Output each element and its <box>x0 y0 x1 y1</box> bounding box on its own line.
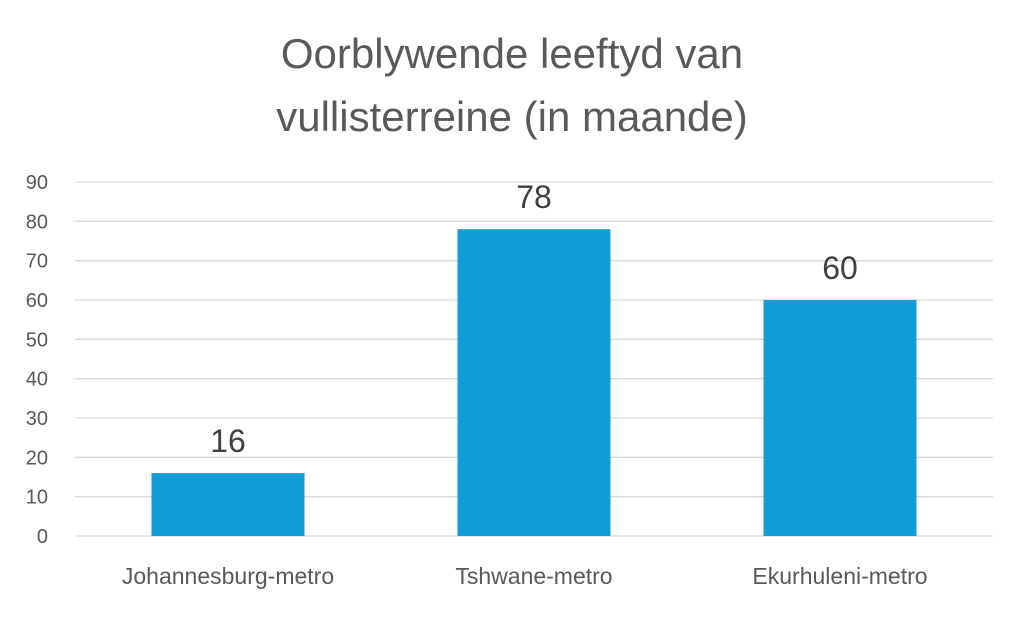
y-tick-label-30: 30 <box>26 408 48 430</box>
category-label-ekurhuleni-metro: Ekurhuleni-metro <box>752 563 927 589</box>
category-label-tshwane-metro: Tshwane-metro <box>455 563 612 589</box>
data-label-tshwane-metro: 78 <box>516 179 552 215</box>
chart-title-line-2: vullisterreine (in maande) <box>276 93 748 140</box>
data-label-ekurhuleni-metro: 60 <box>822 250 858 286</box>
category-label-johannesburg-metro: Johannesburg-metro <box>122 563 334 589</box>
y-tick-label-70: 70 <box>26 251 48 273</box>
data-labels: 16 78 60 <box>210 179 858 459</box>
y-tick-label-10: 10 <box>26 487 48 509</box>
x-axis-category-labels: Johannesburg-metro Tshwane-metro Ekurhulen… <box>122 563 928 589</box>
chart-title: Oorblywende leeftyd van vullisterreine (… <box>276 30 748 140</box>
bar-ekurhuleni-metro <box>763 300 917 536</box>
y-tick-label-90: 90 <box>26 172 48 194</box>
y-tick-label-20: 20 <box>26 447 48 469</box>
bar-johannesburg-metro <box>151 473 305 536</box>
bars <box>151 229 917 536</box>
y-tick-label-60: 60 <box>26 290 48 312</box>
data-label-johannesburg-metro: 16 <box>210 423 246 459</box>
y-axis-tick-labels: 0 10 20 30 40 50 60 70 80 90 <box>26 172 48 548</box>
chart-title-line-1: Oorblywende leeftyd van <box>281 30 743 77</box>
y-tick-label-0: 0 <box>37 526 48 548</box>
y-tick-label-80: 80 <box>26 211 48 233</box>
bar-tshwane-metro <box>457 229 611 536</box>
y-tick-label-40: 40 <box>26 369 48 391</box>
y-tick-label-50: 50 <box>26 329 48 351</box>
